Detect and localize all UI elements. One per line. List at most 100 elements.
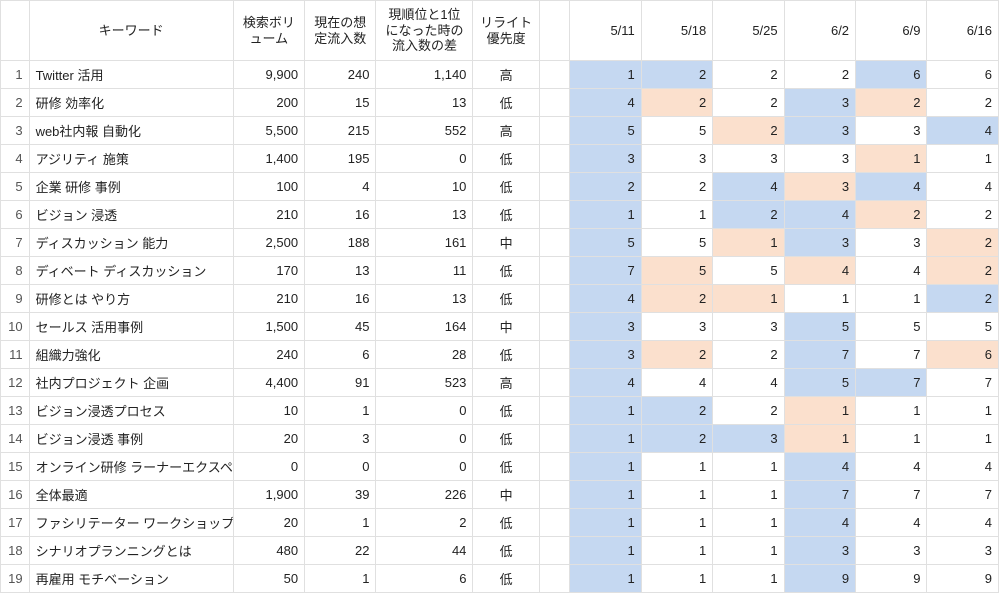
cell-rank[interactable]: 2 (641, 89, 712, 117)
cell-rank[interactable]: 3 (713, 145, 784, 173)
header-keyword[interactable]: キーワード (29, 1, 233, 61)
cell-rank[interactable]: 2 (927, 229, 999, 257)
cell-diff[interactable]: 552 (376, 117, 473, 145)
cell-current[interactable]: 16 (305, 201, 376, 229)
cell-rank[interactable]: 9 (784, 565, 855, 593)
cell-rank[interactable]: 3 (927, 537, 999, 565)
cell-priority[interactable]: 低 (473, 537, 539, 565)
cell-rank[interactable]: 4 (570, 285, 641, 313)
cell-rank[interactable]: 1 (856, 285, 927, 313)
cell-rank[interactable]: 1 (927, 397, 999, 425)
cell-rank[interactable]: 5 (713, 257, 784, 285)
cell-rank[interactable]: 7 (856, 341, 927, 369)
cell-keyword[interactable]: 研修とは やり方 (29, 285, 233, 313)
cell-rank[interactable]: 2 (641, 341, 712, 369)
cell-volume[interactable]: 1,900 (233, 481, 304, 509)
cell-rank[interactable]: 1 (641, 509, 712, 537)
cell-priority[interactable]: 低 (473, 145, 539, 173)
table-row[interactable]: 4アジリティ 施策1,4001950低333311 (1, 145, 999, 173)
seo-spreadsheet[interactable]: キーワード 検索ボリューム 現在の想定流入数 現順位と1位になった時の流入数の差… (0, 0, 999, 593)
cell-rank[interactable]: 3 (784, 173, 855, 201)
cell-diff[interactable]: 226 (376, 481, 473, 509)
cell-current[interactable]: 0 (305, 453, 376, 481)
cell-volume[interactable]: 4,400 (233, 369, 304, 397)
table-row[interactable]: 9研修とは やり方2101613低421112 (1, 285, 999, 313)
cell-rank[interactable]: 1 (641, 453, 712, 481)
table-row[interactable]: 18シナリオプランニングとは4802244低111333 (1, 537, 999, 565)
row-number[interactable]: 9 (1, 285, 30, 313)
cell-rank[interactable]: 3 (641, 145, 712, 173)
cell-diff[interactable]: 11 (376, 257, 473, 285)
cell-rank[interactable]: 1 (570, 481, 641, 509)
table-row[interactable]: 11組織力強化240628低322776 (1, 341, 999, 369)
cell-current[interactable]: 6 (305, 341, 376, 369)
cell-priority[interactable]: 高 (473, 369, 539, 397)
cell-current[interactable]: 16 (305, 285, 376, 313)
row-number[interactable]: 12 (1, 369, 30, 397)
cell-priority[interactable]: 中 (473, 229, 539, 257)
table-row[interactable]: 17ファシリテーター ワークショップ2012低111444 (1, 509, 999, 537)
cell-rank[interactable]: 4 (927, 117, 999, 145)
row-number[interactable]: 2 (1, 89, 30, 117)
cell-rank[interactable]: 2 (713, 89, 784, 117)
cell-keyword[interactable]: シナリオプランニングとは (29, 537, 233, 565)
cell-priority[interactable]: 低 (473, 453, 539, 481)
cell-keyword[interactable]: ファシリテーター ワークショップ (29, 509, 233, 537)
cell-rank[interactable]: 1 (713, 565, 784, 593)
cell-rank[interactable]: 3 (856, 117, 927, 145)
table-row[interactable]: 16全体最適1,90039226中111777 (1, 481, 999, 509)
cell-current[interactable]: 215 (305, 117, 376, 145)
cell-rank[interactable]: 7 (570, 257, 641, 285)
cell-keyword[interactable]: ビジョン 浸透 (29, 201, 233, 229)
row-number[interactable]: 8 (1, 257, 30, 285)
cell-rank[interactable]: 3 (784, 537, 855, 565)
cell-rank[interactable]: 4 (713, 173, 784, 201)
cell-rank[interactable]: 3 (784, 229, 855, 257)
cell-rank[interactable]: 4 (784, 201, 855, 229)
cell-volume[interactable]: 200 (233, 89, 304, 117)
cell-current[interactable]: 15 (305, 89, 376, 117)
cell-diff[interactable]: 2 (376, 509, 473, 537)
cell-diff[interactable]: 13 (376, 285, 473, 313)
table-row[interactable]: 8ディベート ディスカッション1701311低755442 (1, 257, 999, 285)
cell-rank[interactable]: 4 (713, 369, 784, 397)
table-row[interactable]: 15オンライン研修 ラーナーエクスペリ000低111444 (1, 453, 999, 481)
cell-rank[interactable]: 1 (570, 509, 641, 537)
cell-rank[interactable]: 7 (856, 481, 927, 509)
cell-current[interactable]: 91 (305, 369, 376, 397)
cell-rank[interactable]: 1 (713, 285, 784, 313)
cell-rank[interactable]: 3 (784, 89, 855, 117)
cell-rank[interactable]: 1 (570, 201, 641, 229)
cell-volume[interactable]: 50 (233, 565, 304, 593)
cell-rank[interactable]: 2 (856, 89, 927, 117)
cell-volume[interactable]: 480 (233, 537, 304, 565)
cell-rank[interactable]: 3 (570, 145, 641, 173)
cell-rank[interactable]: 2 (784, 61, 855, 89)
cell-rank[interactable]: 2 (641, 61, 712, 89)
table-row[interactable]: 6ビジョン 浸透2101613低112422 (1, 201, 999, 229)
cell-rank[interactable]: 2 (713, 117, 784, 145)
cell-volume[interactable]: 1,500 (233, 313, 304, 341)
cell-rank[interactable]: 1 (570, 453, 641, 481)
cell-rank[interactable]: 6 (927, 61, 999, 89)
cell-volume[interactable]: 210 (233, 201, 304, 229)
row-number[interactable]: 11 (1, 341, 30, 369)
cell-rank[interactable]: 2 (713, 397, 784, 425)
cell-volume[interactable]: 20 (233, 509, 304, 537)
header-current[interactable]: 現在の想定流入数 (305, 1, 376, 61)
header-date-5[interactable]: 6/16 (927, 1, 999, 61)
cell-diff[interactable]: 44 (376, 537, 473, 565)
cell-rank[interactable]: 2 (856, 201, 927, 229)
cell-rank[interactable]: 1 (570, 565, 641, 593)
cell-keyword[interactable]: 再雇用 モチベーション (29, 565, 233, 593)
cell-rank[interactable]: 4 (641, 369, 712, 397)
cell-keyword[interactable]: アジリティ 施策 (29, 145, 233, 173)
cell-rank[interactable]: 4 (927, 509, 999, 537)
cell-volume[interactable]: 9,900 (233, 61, 304, 89)
cell-rank[interactable]: 4 (784, 509, 855, 537)
cell-rank[interactable]: 5 (927, 313, 999, 341)
cell-rank[interactable]: 3 (784, 145, 855, 173)
cell-rank[interactable]: 2 (641, 173, 712, 201)
header-volume[interactable]: 検索ボリューム (233, 1, 304, 61)
cell-rank[interactable]: 7 (784, 481, 855, 509)
